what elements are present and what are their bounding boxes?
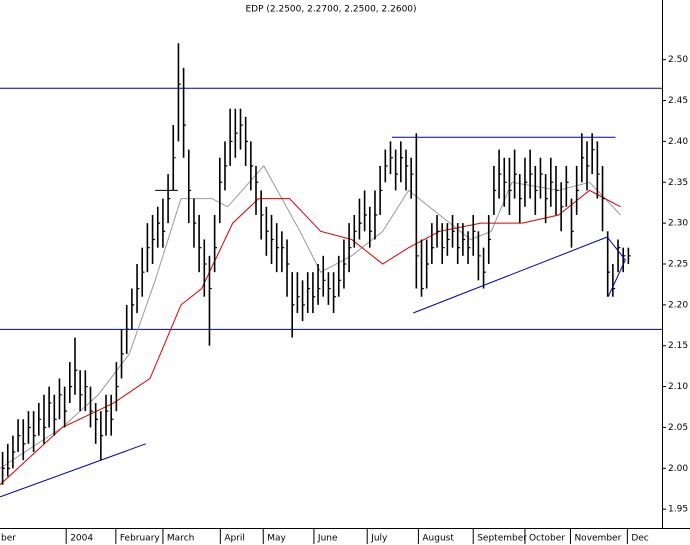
chart-title: EDP (2.2500, 2.2700, 2.2500, 2.2600) (245, 5, 416, 15)
x-tick-label: October (529, 534, 565, 544)
y-tick-label: 2.15 (668, 341, 688, 351)
y-tick-label: 2.50 (668, 55, 688, 65)
x-tick-label: May (267, 534, 286, 544)
y-tick-label: 1.95 (668, 505, 688, 515)
moving-average (0, 165, 621, 469)
x-tick-label: March (167, 534, 194, 544)
x-tick-label: July (370, 534, 388, 544)
y-tick-label: 2.30 (668, 219, 688, 229)
x-tick-label: June (317, 534, 338, 544)
moving-average (0, 189, 621, 486)
x-tick-label: 2004 (70, 534, 93, 544)
x-tick-label: February (120, 534, 161, 544)
y-tick-label: 2.40 (668, 137, 688, 147)
trend-line (0, 443, 146, 498)
y-tick-label: 2.25 (668, 260, 688, 270)
trend-line (606, 236, 626, 297)
x-tick-label: August (422, 534, 454, 544)
y-tick-label: 2.00 (668, 464, 688, 474)
y-tick-label: 2.10 (668, 382, 688, 392)
y-tick-label: 2.20 (668, 300, 688, 310)
x-tick-label: April (224, 534, 245, 544)
x-tick-label: Dec (631, 534, 648, 544)
trend-line (413, 236, 608, 314)
y-tick-label: 2.35 (668, 178, 688, 188)
y-tick-label: 2.05 (668, 423, 688, 433)
y-tick-label: 2.45 (668, 96, 688, 106)
x-tick-label: November (574, 534, 621, 544)
x-tick-label: September (477, 534, 527, 544)
x-tick-label: ber (1, 534, 16, 544)
